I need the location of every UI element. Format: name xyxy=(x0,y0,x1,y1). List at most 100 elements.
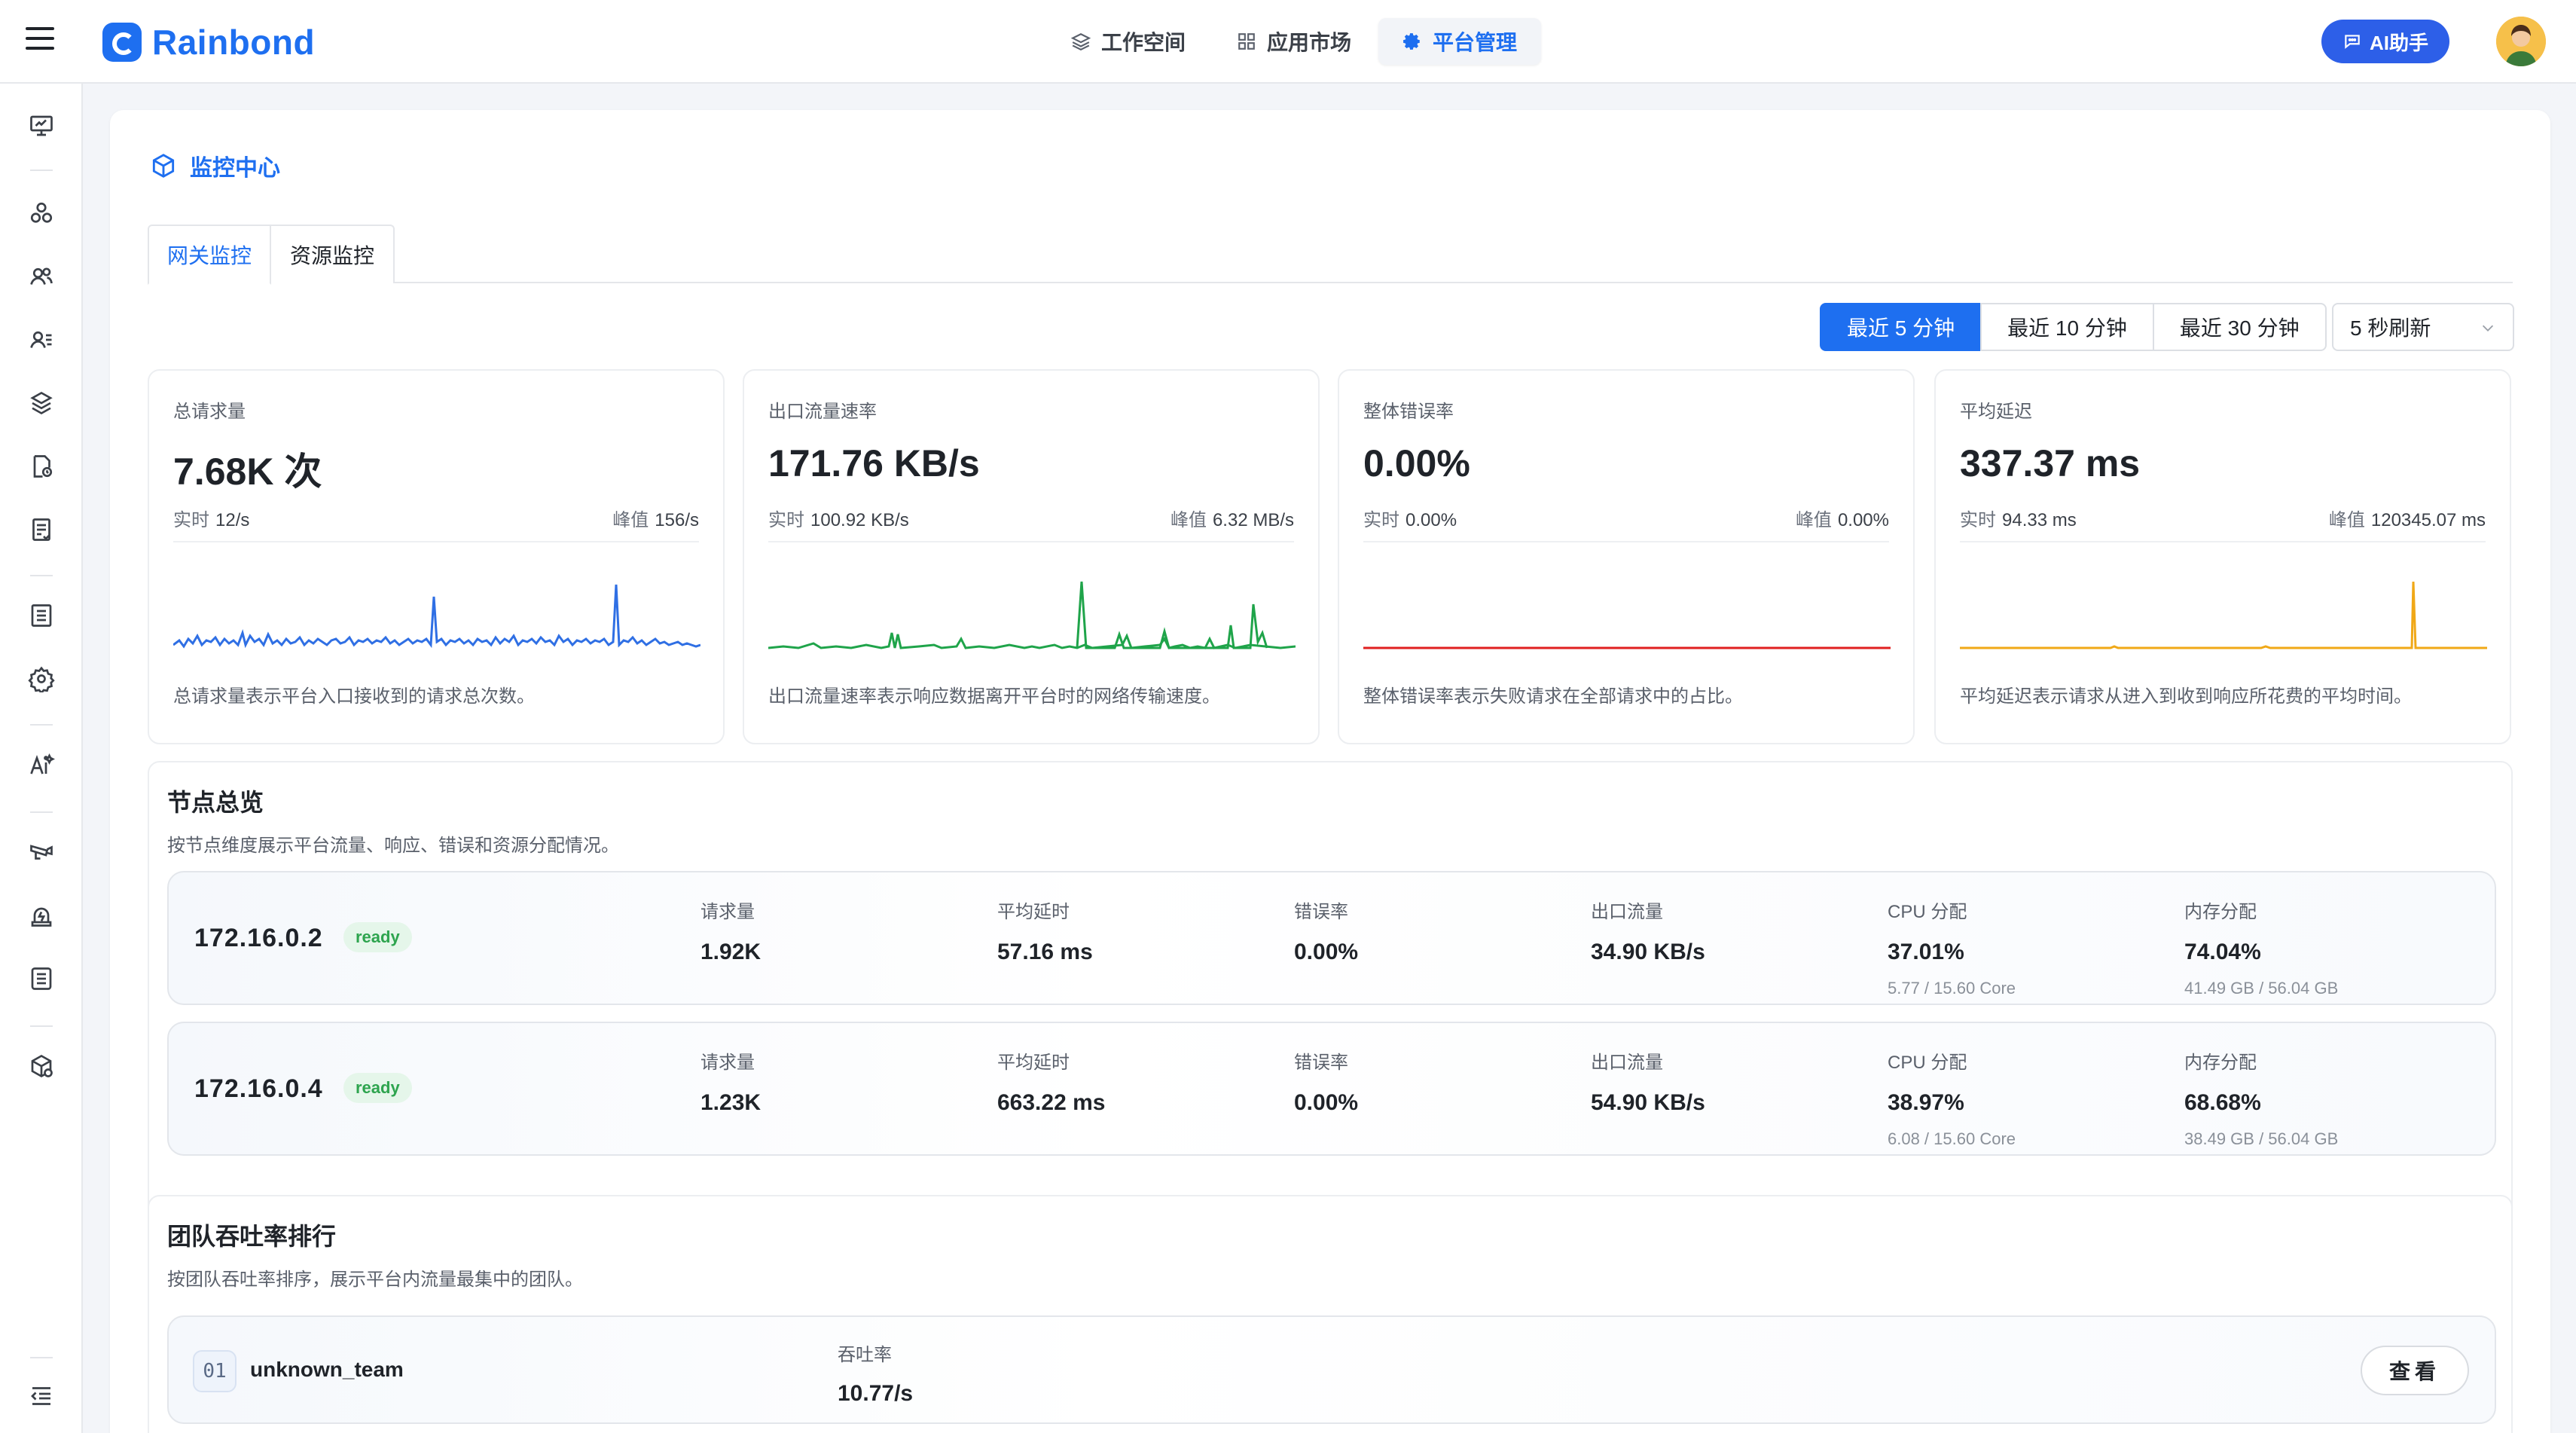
status-badge: ready xyxy=(343,922,412,952)
section-title: 节点总览 xyxy=(167,789,264,816)
camera-icon[interactable] xyxy=(28,837,55,864)
chevron-down-icon xyxy=(2482,325,2494,332)
users-icon[interactable] xyxy=(28,263,55,290)
menu-icon[interactable] xyxy=(26,27,54,56)
node-stat-cpu: CPU 分配 38.97% 6.08 / 15.60 Core xyxy=(1888,1053,2016,1148)
requests-sparkline xyxy=(173,584,700,649)
package-icon[interactable] xyxy=(28,390,55,417)
node-stat-cpu: CPU 分配 37.01% 5.77 / 15.60 Core xyxy=(1888,902,2016,998)
metric-realtime: 实时 12/s xyxy=(173,510,250,530)
metric-value: 171.76 KB/s xyxy=(768,442,980,484)
metric-divider xyxy=(1363,541,1889,542)
main-nav: 工作空间 应用市场 平台管理 xyxy=(1047,18,1544,65)
team-throughput: 吞吐率 10.77/s xyxy=(838,1345,914,1406)
nav-app-market-label: 应用市场 xyxy=(1267,31,1352,54)
metric-label: 整体错误率 xyxy=(1363,402,1454,422)
metric-peak: 峰值 6.32 MB/s xyxy=(1170,510,1294,530)
sidebar-divider xyxy=(30,724,53,726)
metric-value: 7.68K 次 xyxy=(173,451,322,493)
ai-assistant-button[interactable]: AI助手 xyxy=(2321,20,2449,63)
plugin-icon[interactable] xyxy=(28,1053,55,1080)
logo-text: Rainbond xyxy=(152,23,316,62)
sidebar-divider xyxy=(30,1357,53,1358)
metric-realtime: 实时 0.00% xyxy=(1363,510,1457,530)
report-icon[interactable] xyxy=(28,453,55,480)
node-row[interactable]: 172.16.0.4 ready 请求量 1.23K 平均延时 663.22 ms … xyxy=(167,1022,2496,1156)
metric-realtime: 实时 100.92 KB/s xyxy=(768,510,909,530)
rank-badge: 01 xyxy=(193,1350,237,1392)
node-stat-memory: 内存分配 74.04% 41.49 GB / 56.04 GB xyxy=(2184,902,2339,998)
monitor-icon[interactable] xyxy=(28,112,55,139)
time-range-group: 最近 5 分钟 最近 10 分钟 最近 30 分钟 xyxy=(1820,303,2327,351)
latency-sparkline xyxy=(1960,581,2487,649)
rainbond-logo-icon xyxy=(102,23,142,62)
collapse-icon[interactable] xyxy=(28,1383,55,1410)
sidebar-divider xyxy=(30,170,53,171)
alarm-icon[interactable] xyxy=(28,902,55,929)
metric-card-egress-rate: 出口流量速率 171.76 KB/s 实时 100.92 KB/s 峰值 6.32 … xyxy=(743,369,1320,744)
gear-icon xyxy=(1403,33,1420,50)
metric-description: 整体错误率表示失败请求在全部请求中的占比。 xyxy=(1363,686,1743,707)
team-name: unknown_team xyxy=(250,1358,404,1381)
metric-card-avg-latency: 平均延迟 337.37 ms 实时 94.33 ms 峰值 120345.07 ms… xyxy=(1934,369,2511,744)
log-icon[interactable] xyxy=(28,965,55,992)
nav-app-market[interactable]: 应用市场 xyxy=(1213,18,1375,65)
settings-icon[interactable] xyxy=(28,665,55,692)
node-stat-egress: 出口流量 34.90 KB/s xyxy=(1591,902,1705,964)
ai-icon[interactable] xyxy=(28,751,55,778)
range-10min-button[interactable]: 最近 10 分钟 xyxy=(1980,303,2154,351)
range-5min-button[interactable]: 最近 5 分钟 xyxy=(1820,303,1982,351)
section-title: 团队吞吐率排行 xyxy=(167,1223,337,1250)
metric-description: 总请求量表示平台入口接收到的请求总次数。 xyxy=(173,686,535,707)
document-icon[interactable] xyxy=(28,516,55,543)
status-badge: ready xyxy=(343,1073,412,1103)
avatar-image xyxy=(2496,17,2546,66)
metric-divider xyxy=(173,541,699,542)
metric-realtime: 实时 94.33 ms xyxy=(1960,510,2077,530)
metric-description: 平均延迟表示请求从进入到收到响应所花费的平均时间。 xyxy=(1960,686,2412,707)
node-stat-memory: 内存分配 68.68% 38.49 GB / 56.04 GB xyxy=(2184,1053,2339,1148)
team-row: 01 unknown_team 吞吐率 10.77/s 查看 xyxy=(167,1315,2496,1424)
section-subtitle: 按节点维度展示平台流量、响应、错误和资源分配情况。 xyxy=(167,836,619,856)
monitor-tabs: 网关监控 资源监控 xyxy=(148,225,2513,285)
node-stat-error: 错误率 0.00% xyxy=(1294,1053,1359,1115)
node-stat-error: 错误率 0.00% xyxy=(1294,902,1359,964)
logo[interactable]: Rainbond xyxy=(102,20,315,65)
user-avatar[interactable] xyxy=(2496,17,2546,66)
error-rate-sparkline xyxy=(1363,646,1891,649)
node-stat-egress: 出口流量 54.90 KB/s xyxy=(1591,1053,1705,1115)
tab-resource-monitor[interactable]: 资源监控 xyxy=(270,225,395,283)
layers-icon xyxy=(1071,33,1091,51)
chat-icon xyxy=(2345,35,2360,49)
metric-peak: 峰值 0.00% xyxy=(1795,510,1889,530)
nav-workspace[interactable]: 工作空间 xyxy=(1047,18,1210,65)
sidebar-divider xyxy=(30,575,53,576)
page-title-text: 监控中心 xyxy=(190,156,280,181)
nav-platform-admin-label: 平台管理 xyxy=(1433,31,1518,54)
node-ip: 172.16.0.4 xyxy=(194,1074,323,1103)
node-stat-latency: 平均延时 57.16 ms xyxy=(997,902,1093,964)
cluster-icon[interactable] xyxy=(28,200,55,227)
metric-label: 平均延迟 xyxy=(1960,402,2032,422)
team-ranking-section: 团队吞吐率排行 按团队吞吐率排序，展示平台内流量最集中的团队。 01 unkno… xyxy=(148,1195,2513,1433)
section-subtitle: 按团队吞吐率排序，展示平台内流量最集中的团队。 xyxy=(167,1270,583,1290)
metric-divider xyxy=(768,541,1294,542)
sidebar-divider xyxy=(30,811,53,813)
nav-platform-admin[interactable]: 平台管理 xyxy=(1378,18,1542,65)
grid-icon xyxy=(1238,33,1255,50)
list-icon[interactable] xyxy=(28,602,55,629)
top-bar: Rainbond 工作空间 应用市场 平台管理 AI助手 xyxy=(0,0,2576,84)
tab-gateway-monitor[interactable]: 网关监控 xyxy=(148,225,271,285)
metric-description: 出口流量速率表示响应数据离开平台时的网络传输速度。 xyxy=(768,686,1220,707)
contacts-icon[interactable] xyxy=(28,326,55,353)
metric-peak: 峰值 120345.07 ms xyxy=(2328,510,2486,530)
view-team-button[interactable]: 查看 xyxy=(2361,1346,2469,1395)
metric-label: 总请求量 xyxy=(173,402,246,422)
node-row[interactable]: 172.16.0.2 ready 请求量 1.92K 平均延时 57.16 ms 错… xyxy=(167,871,2496,1005)
sidebar-divider xyxy=(30,1025,53,1027)
refresh-interval-select[interactable]: 5 秒刷新 xyxy=(2332,303,2514,351)
node-ip: 172.16.0.2 xyxy=(194,924,323,952)
range-30min-button[interactable]: 最近 30 分钟 xyxy=(2152,303,2327,351)
metric-value: 337.37 ms xyxy=(1960,442,2141,484)
main-panel: 监控中心 网关监控 资源监控 最近 5 分钟 最近 10 分钟 最近 30 分钟… xyxy=(110,110,2550,1433)
